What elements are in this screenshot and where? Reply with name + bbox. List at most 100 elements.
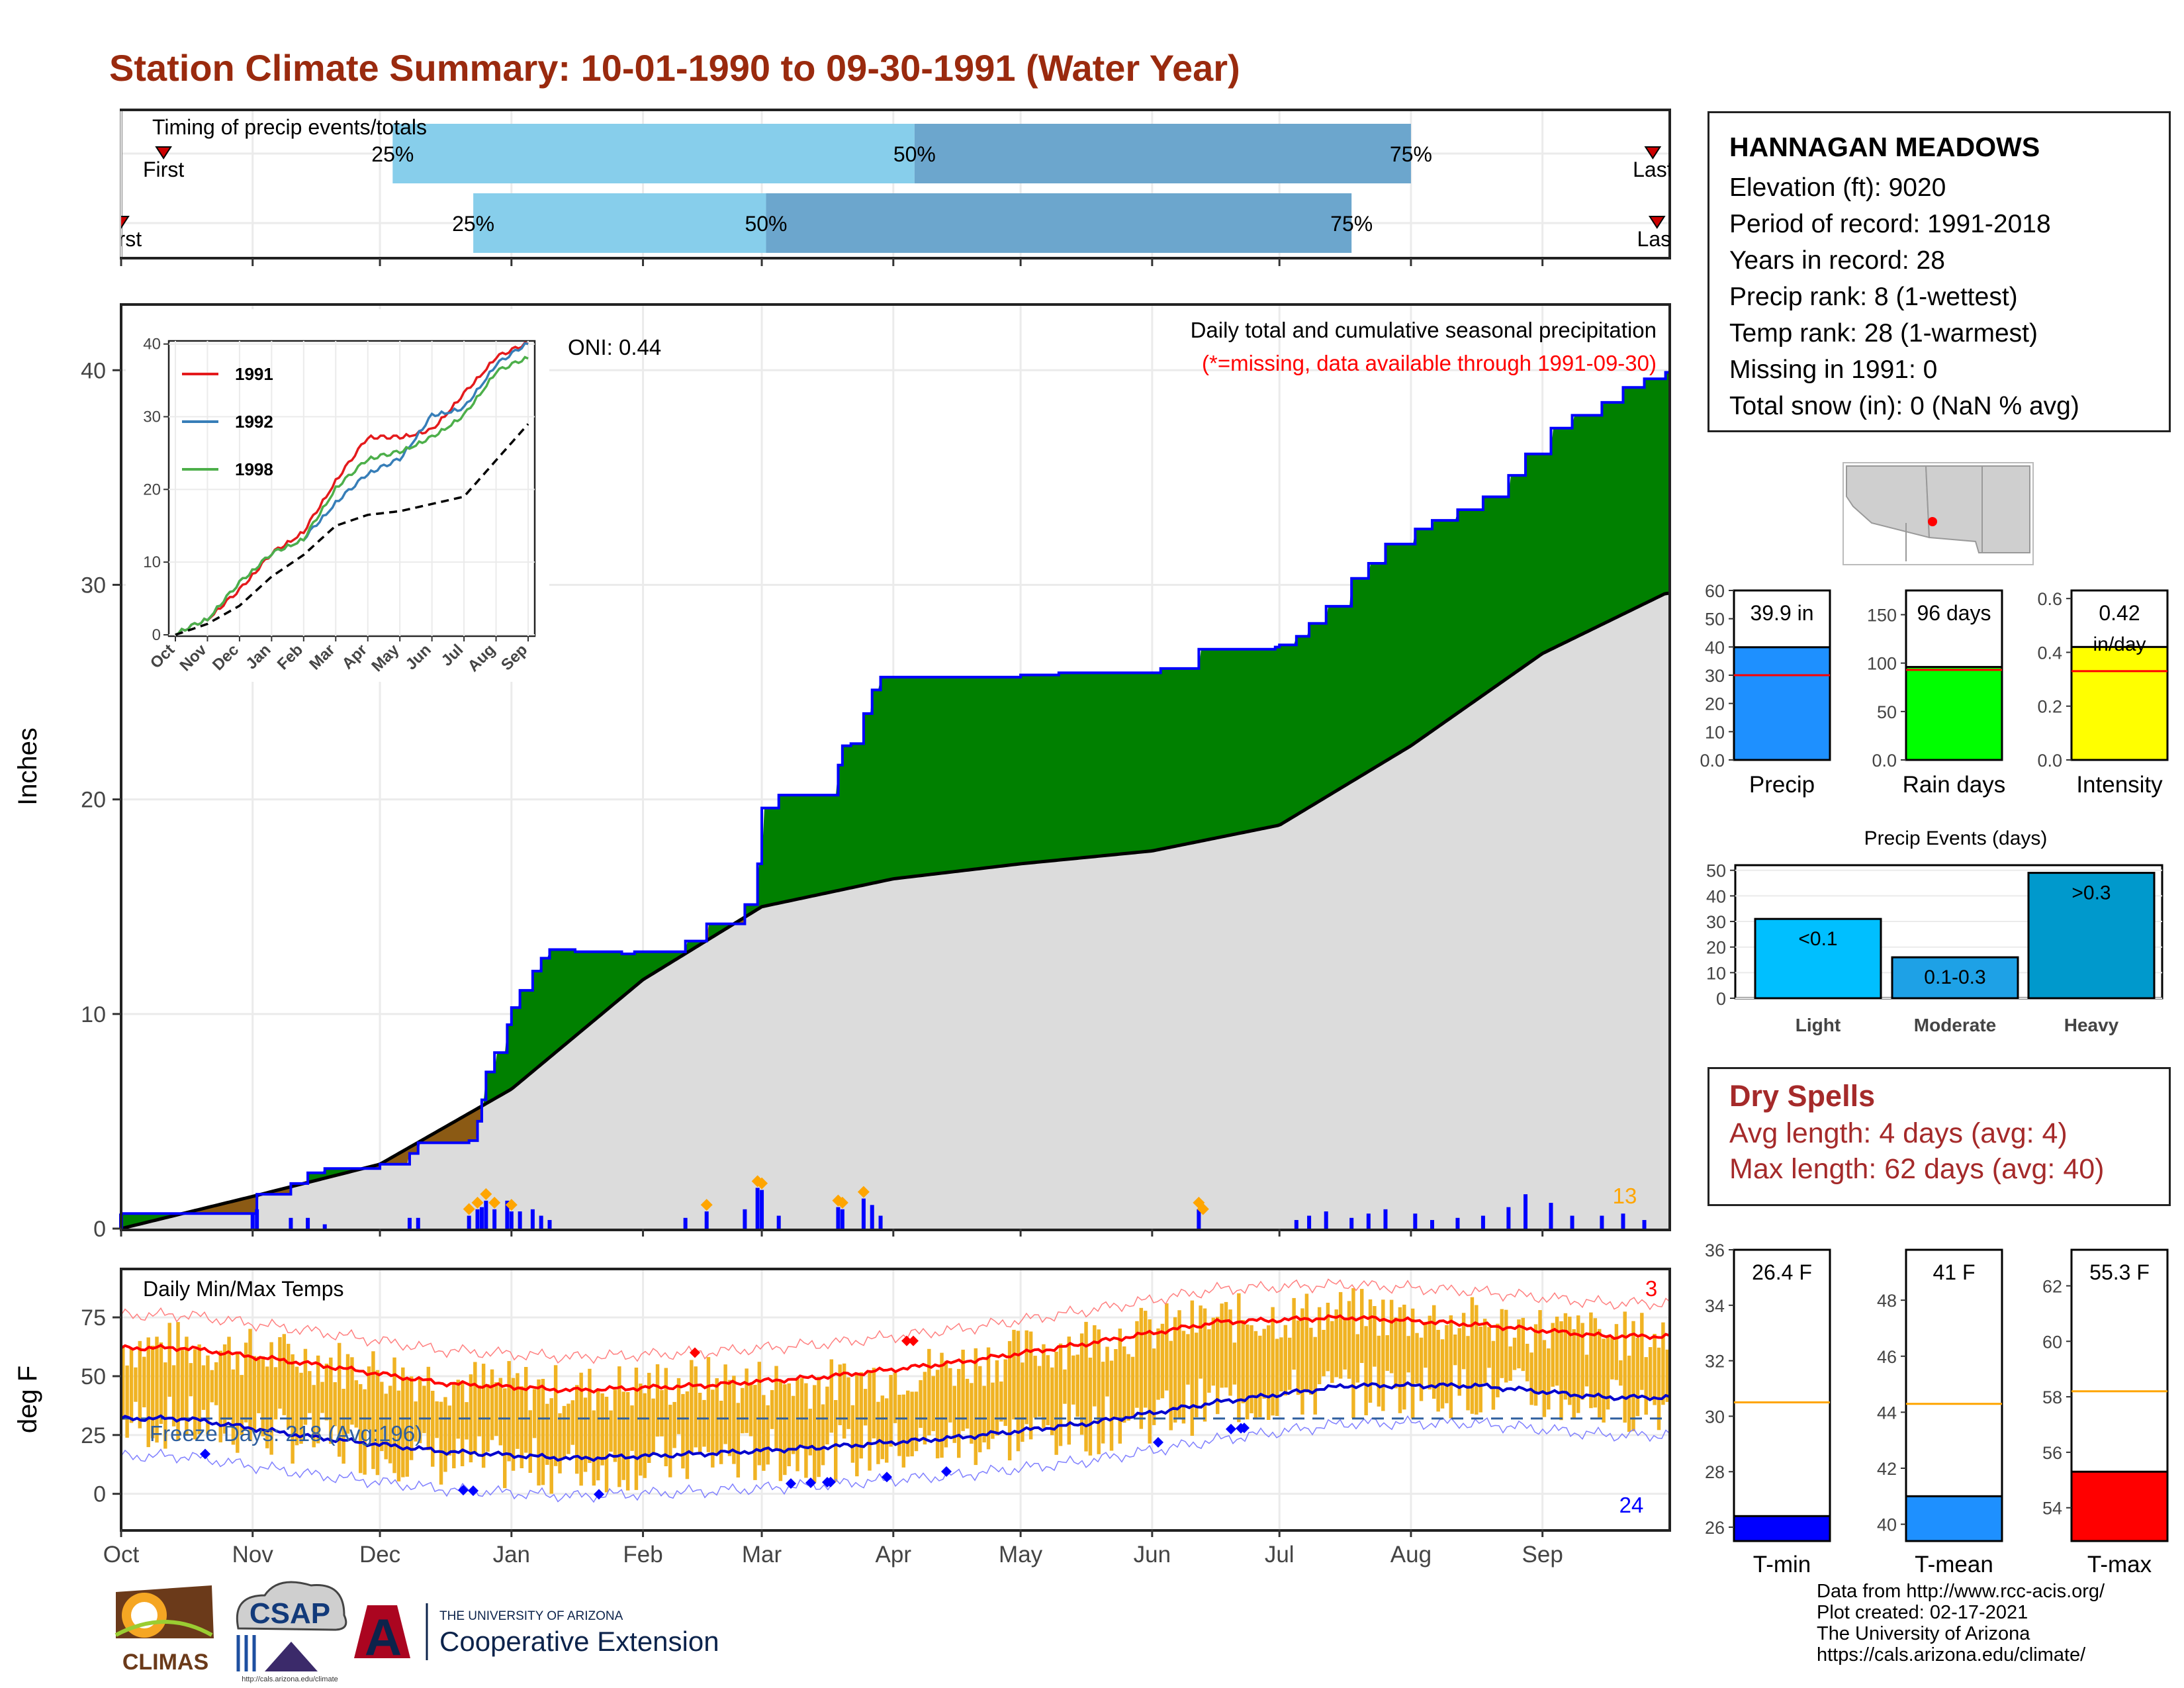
stat-ytick-label: 40 [1705, 637, 1725, 657]
daily-temp-range-bar [452, 1384, 456, 1469]
daily-temp-range-bar [350, 1357, 354, 1425]
daily-temp-range-bar [974, 1348, 978, 1466]
temp-ytick-label: 75 [81, 1305, 106, 1331]
stat-ytick-label: 46 [1877, 1347, 1897, 1367]
record-low-marker [1239, 1423, 1250, 1434]
daily-precip-bar [1413, 1213, 1418, 1229]
daily-temp-range-bar [1568, 1317, 1572, 1405]
stat-value-unit: in/day [2093, 633, 2146, 655]
daily-temp-range-bar [1084, 1321, 1088, 1452]
daily-temp-range-bar [829, 1359, 834, 1433]
daily-temp-range-bar [1665, 1349, 1670, 1402]
daily-precip-bar [530, 1209, 535, 1229]
daily-temp-range-bar [927, 1348, 931, 1436]
daily-temp-range-bar [1482, 1319, 1487, 1383]
events-ytick-label: 10 [1706, 963, 1726, 983]
daily-temp-range-bar [681, 1393, 685, 1469]
credits: Data from http://www.rcc-acis.org/ Plot … [1817, 1581, 2105, 1665]
daily-temp-range-bar [766, 1405, 770, 1465]
daily-temp-range-bar [1428, 1315, 1432, 1389]
precip-panel: 0 10 20 30 40 Inches Daily total and cumulat… [13, 303, 1671, 1242]
daily-temp-range-bar [1211, 1317, 1216, 1386]
event-bar-label: >0.3 [2071, 882, 2111, 904]
daily-temp-range-bar [651, 1398, 655, 1455]
daily-temp-range-bar [1042, 1344, 1046, 1429]
daily-temp-range-bar [316, 1355, 320, 1444]
timing-p50-label: 50% [745, 212, 787, 236]
daily-temp-range-bar [422, 1385, 426, 1433]
daily-temp-range-bar [999, 1382, 1003, 1422]
daily-temp-range-bar [685, 1391, 690, 1479]
daily-temp-range-bar [808, 1409, 813, 1456]
daily-temp-range-bar [791, 1395, 796, 1454]
month-label: Apr [876, 1542, 912, 1568]
month-label: Sep [1522, 1542, 1563, 1568]
last-event-marker [1648, 216, 1666, 229]
stat-panel-label: T-mean [1915, 1552, 1993, 1577]
daily-temp-range-bar [1275, 1338, 1279, 1417]
daily-temp-range-bar [240, 1375, 244, 1435]
daily-temp-range-bar [295, 1366, 299, 1446]
stat-ytick-label: 0.0 [1872, 751, 1897, 771]
daily-temp-range-bar [639, 1383, 643, 1476]
daily-precip-bar [1600, 1215, 1604, 1229]
daily-temp-range-bar [180, 1350, 185, 1421]
stat-ytick-label: 100 [1867, 654, 1897, 674]
daily-temp-range-bar [1258, 1335, 1262, 1417]
daily-precip-bar [760, 1190, 764, 1229]
record-low-marker [786, 1478, 796, 1489]
stat-value-label: 26.4 F [1752, 1260, 1812, 1284]
location-map [1843, 462, 2034, 565]
station-years: Years in record: 28 [1729, 246, 1945, 275]
month-label: Jun [1134, 1542, 1171, 1568]
daily-temp-range-bar [359, 1383, 363, 1474]
daily-temp-range-bar [545, 1403, 549, 1465]
stat-bar [2070, 1470, 2169, 1542]
daily-temp-range-bar [1424, 1321, 1428, 1368]
daily-temp-range-bar [1186, 1334, 1190, 1385]
daily-temp-range-bar [1373, 1306, 1377, 1367]
daily-temp-range-bar [690, 1360, 694, 1453]
daily-temp-range-bar [1067, 1336, 1071, 1445]
daily-temp-range-bar [1394, 1317, 1398, 1389]
daily-temp-range-bar [672, 1401, 676, 1448]
daily-temp-range-bar [210, 1370, 214, 1403]
daily-precip-bar [416, 1217, 420, 1229]
stat-ytick-label: 150 [1867, 606, 1897, 626]
timing-p25-label: 25% [452, 212, 494, 236]
daily-temp-range-bar [1538, 1310, 1542, 1393]
daily-precip-bar [1621, 1213, 1625, 1229]
temperature-panel: 0 25 50 75 Oct Nov Dec Jan Feb Mar Apr May Jun Jul Au… [13, 1268, 1671, 1568]
station-missing: Missing in 1991: 0 [1729, 355, 1938, 384]
daily-temp-range-bar [142, 1356, 146, 1407]
climas-logo: CLIMAS [114, 1585, 214, 1675]
stat-ytick-label: 56 [2042, 1443, 2062, 1463]
daily-temp-range-bar [1461, 1313, 1466, 1370]
record-high-count: 3 [1645, 1276, 1657, 1301]
daily-temp-range-bar [1173, 1317, 1177, 1423]
cumulative-precip-line [121, 371, 1670, 1215]
daily-temp-range-bar [1640, 1313, 1644, 1390]
daily-temp-range-bar [961, 1349, 965, 1431]
daily-temp-range-bar [159, 1342, 163, 1425]
heavy-precip-marker [836, 1196, 848, 1209]
daily-precip-bar [776, 1215, 781, 1229]
daily-temp-range-bar [817, 1376, 821, 1477]
daily-temp-range-bar [741, 1387, 745, 1434]
daily-temp-range-bar [1190, 1300, 1195, 1436]
month-label: Oct [103, 1542, 140, 1568]
daily-precip-bar [870, 1205, 874, 1229]
daily-temp-range-bar [1279, 1337, 1283, 1391]
surplus-area [746, 372, 1670, 917]
daily-temp-range-bar [553, 1365, 558, 1466]
stat-value-label: 0.42 [2099, 601, 2140, 625]
daily-temp-range-bar [341, 1389, 345, 1464]
csap-url-text: http://cals.arizona.edu/climate [242, 1675, 338, 1683]
daily-temp-range-bar [715, 1378, 719, 1454]
daily-temp-range-bar [643, 1393, 647, 1478]
daily-temp-range-bar [1593, 1318, 1598, 1408]
daily-temp-range-bar [1479, 1327, 1482, 1413]
credit-university: The University of Arizona [1817, 1623, 2030, 1644]
daily-precip-bar [1366, 1213, 1371, 1229]
daily-temp-range-bar [1415, 1333, 1419, 1384]
